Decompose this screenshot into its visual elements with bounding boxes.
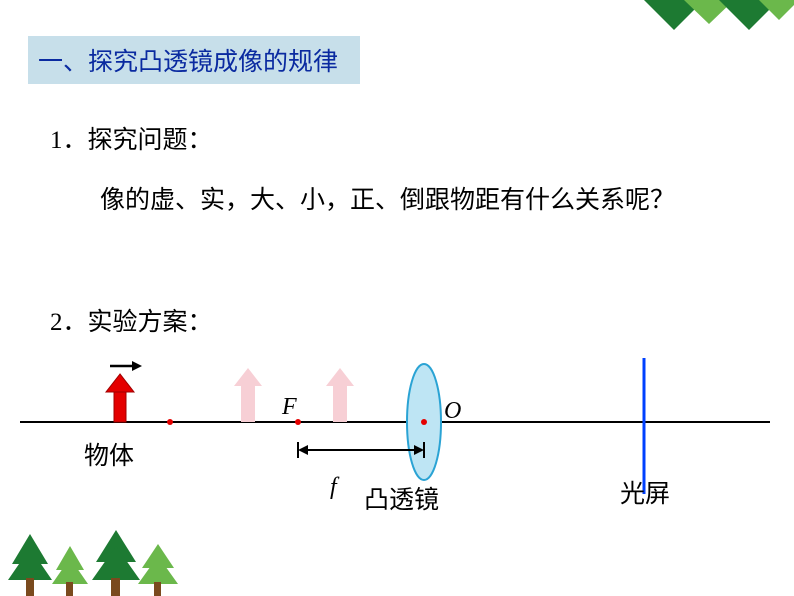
object-label: 物体	[84, 436, 134, 472]
dot-2f	[167, 419, 173, 425]
bottom-decor	[0, 516, 210, 596]
move-arrow-icon	[110, 361, 142, 371]
o-point-label: O	[444, 398, 461, 425]
question1-text: 像的虚、实，大、小，正、倒跟物距有什么关系呢？	[50, 178, 730, 224]
top-decor	[574, 0, 794, 60]
focal-length-bracket	[298, 442, 424, 458]
question2-label: 2．实验方案：	[50, 302, 213, 338]
title-text: 一、探究凸透镜成像的规律	[38, 49, 338, 76]
f-point-label: F	[282, 394, 297, 421]
focal-f-label: f	[330, 474, 337, 501]
section-title: 一、探究凸透镜成像的规律	[28, 36, 360, 84]
lens-label: 凸透镜	[364, 480, 439, 516]
dot-o	[421, 419, 427, 425]
object-arrow	[106, 374, 134, 422]
ghost-arrow-2	[326, 368, 354, 422]
ghost-arrow-1	[234, 368, 262, 422]
question1-label: 1．探究问题：	[50, 120, 213, 156]
screen-label: 光屏	[620, 474, 670, 510]
